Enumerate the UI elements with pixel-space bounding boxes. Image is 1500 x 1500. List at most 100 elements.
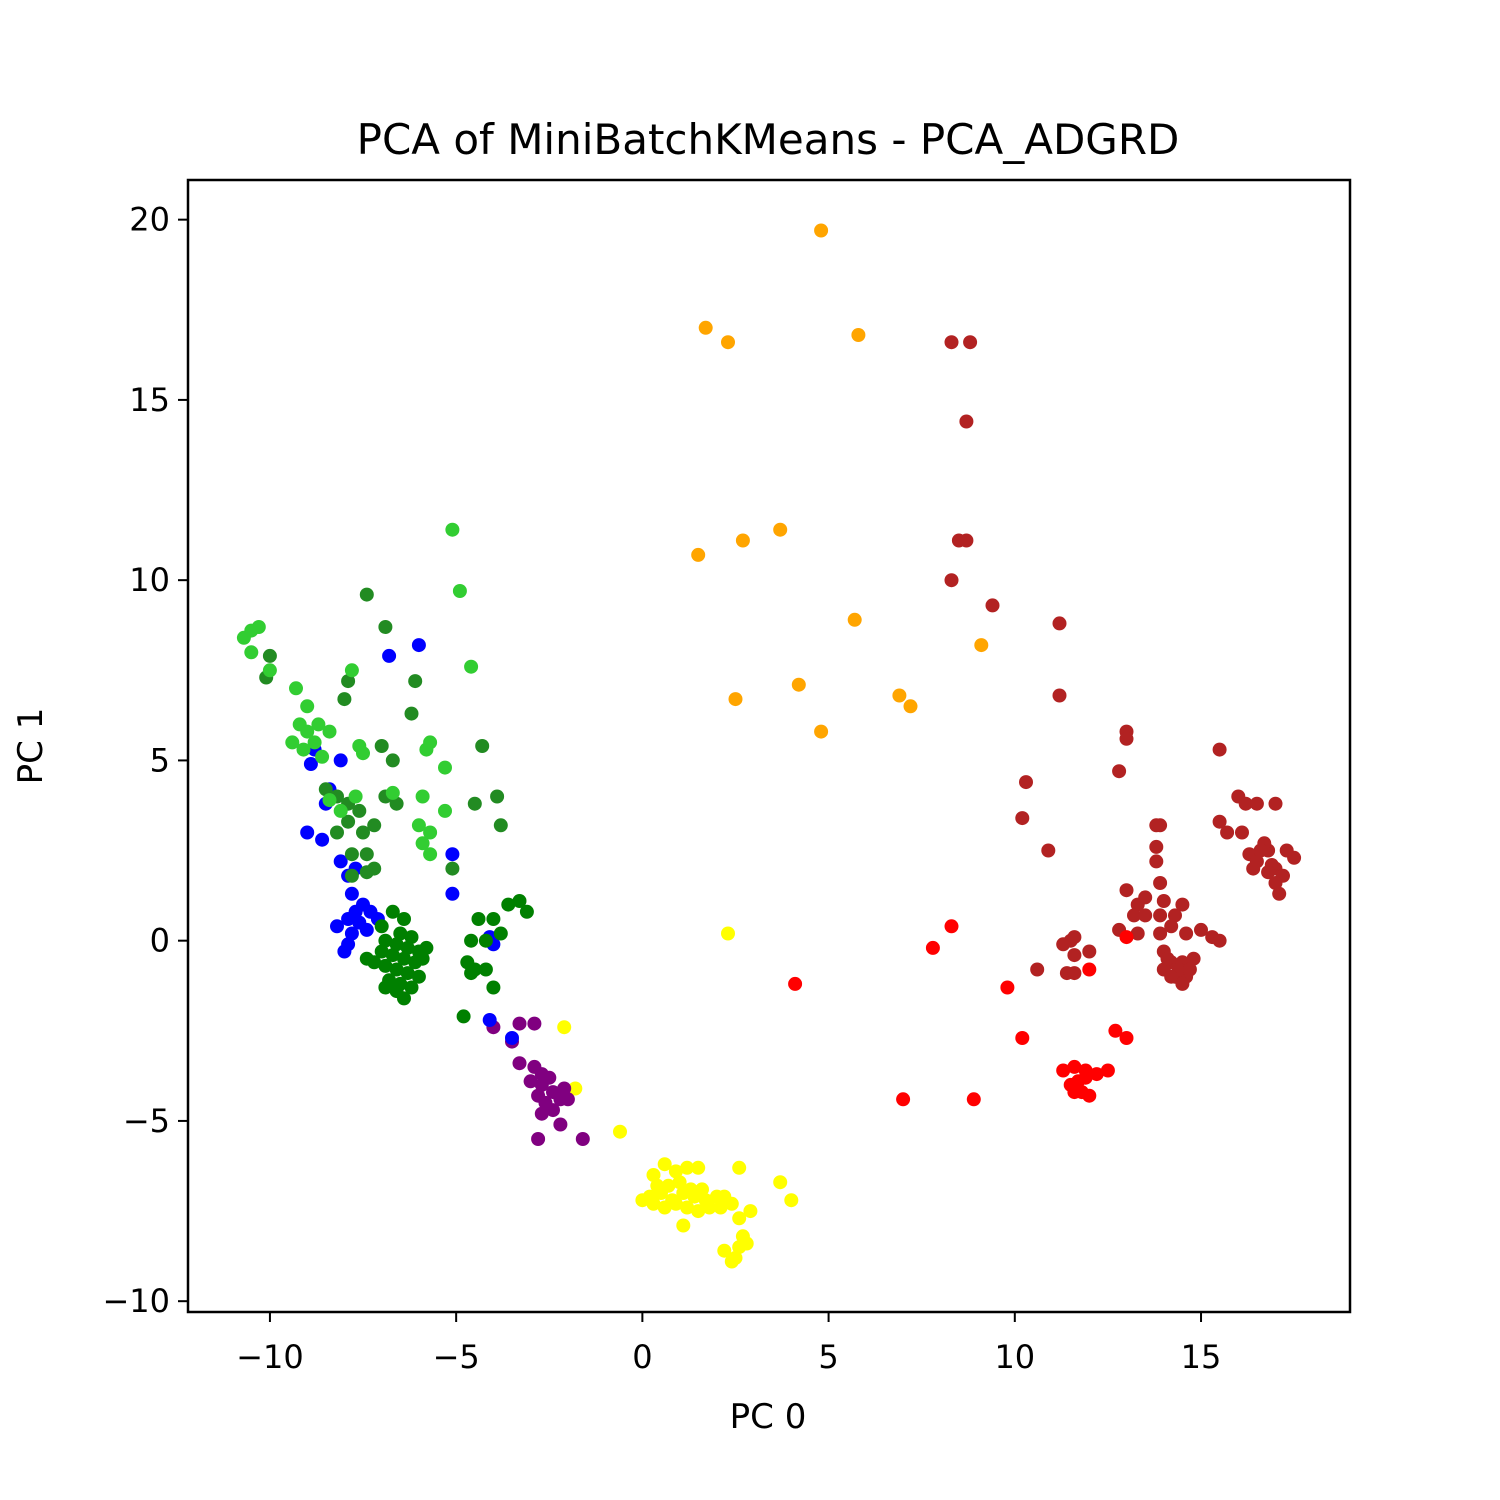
data-point [613,1124,627,1139]
data-point [344,868,359,883]
data-point [691,1204,706,1219]
data-point [397,912,411,926]
data-point [1153,908,1168,923]
data-point [486,980,501,995]
data-point [687,1189,702,1204]
data-point [1261,865,1276,880]
data-point [419,742,434,757]
data-point [1100,1063,1115,1078]
data-point [348,789,363,804]
data-point [966,1092,981,1107]
data-point [646,1196,661,1211]
data-point [1235,825,1249,840]
data-point [1249,796,1264,811]
y-tick-label: 15 [129,381,170,419]
data-point [847,612,862,627]
data-point [452,584,467,598]
data-point [691,1160,706,1175]
data-point [400,966,415,981]
data-point [423,847,438,862]
data-point [519,904,534,919]
data-point [419,940,434,955]
data-point [732,1160,747,1175]
data-point [1067,966,1082,981]
data-point [464,659,479,674]
data-point [311,717,326,732]
data-point [330,919,344,934]
data-point [1130,897,1145,912]
data-point [341,814,356,829]
data-point [944,919,959,934]
data-point [438,803,452,818]
data-point [717,1189,732,1204]
data-point [359,922,374,937]
data-point [743,1204,758,1219]
data-point [367,818,382,833]
data-point [1175,976,1190,991]
data-point [1052,616,1067,631]
data-point [732,1211,747,1226]
data-point [1212,933,1227,948]
data-point [1030,962,1045,977]
data-point [784,1193,799,1208]
data-point [1279,843,1294,858]
data-point [985,598,1000,613]
data-point [635,1193,650,1208]
data-point [1253,843,1268,858]
data-point [501,897,516,912]
data-point [1212,742,1227,757]
data-point [851,328,866,342]
x-tick-label: 10 [994,1338,1035,1376]
data-point [464,933,479,948]
data-point [1164,919,1179,934]
data-point [1153,926,1168,941]
data-point [471,912,486,926]
data-point [415,836,430,851]
data-point [680,1160,695,1175]
data-point [356,746,370,761]
data-point [1246,861,1261,876]
data-point [959,533,974,548]
data-point [404,980,419,995]
data-point [438,760,452,775]
data-point [478,962,493,977]
data-point [478,933,493,948]
data-point [553,1117,568,1132]
data-point [289,681,303,696]
y-axis-label: PC 1 [11,708,51,785]
x-tick-label: −5 [433,1338,480,1376]
data-point [352,803,367,818]
data-point [385,904,400,919]
data-point [300,699,315,714]
data-point [657,1157,672,1172]
data-point [1160,951,1175,966]
data-point [1067,1059,1082,1074]
y-tick-label: 10 [129,561,170,599]
data-point [404,706,419,721]
data-point [408,674,423,689]
data-point [389,962,404,977]
plot-frame [186,178,1352,1314]
data-point [493,926,508,941]
data-point [512,894,527,908]
data-point [344,886,359,901]
chart-title: PCA of MiniBatchKMeans - PCA_ADGRD [357,115,1180,164]
data-point [721,926,735,941]
data-point [523,1074,538,1089]
data-point [445,847,460,862]
data-point [1130,926,1145,941]
data-point [1000,980,1015,995]
data-point [389,796,404,811]
data-point [1153,876,1168,890]
data-point [359,951,374,966]
data-point [773,1175,788,1190]
data-point [944,573,959,588]
data-point [1089,1067,1104,1082]
data-point [493,818,508,833]
data-point [1015,1031,1030,1045]
data-point [534,1077,549,1092]
data-point [512,1056,527,1071]
data-point [1149,839,1164,854]
data-point [330,825,344,840]
data-point [415,951,430,966]
